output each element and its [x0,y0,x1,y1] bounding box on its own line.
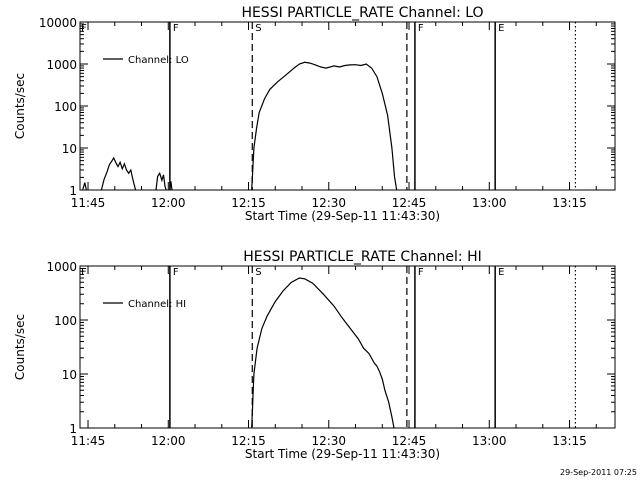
series-line [169,181,173,191]
y-tick-label: 10 [62,142,77,156]
x-tick-label: 11:45 [71,196,106,210]
plot-frame [79,21,616,191]
x-tick-label: 13:00 [472,196,507,210]
y-tick-label: 10000 [39,16,77,30]
event-marker-label: F [173,23,179,34]
legend-entry: Channel: LO [128,55,189,66]
event-marker-label: S [255,23,261,34]
event-marker-label: S [255,267,261,278]
y-tick-label: 1000 [46,260,77,274]
y-axis-label: Counts/sec [13,73,27,139]
x-tick-label: 11:45 [71,434,106,448]
x-tick-label: 13:00 [472,434,507,448]
x-tick-label: 12:45 [392,434,427,448]
footer-timestamp: 29-Sep-2011 07:25 [560,468,637,477]
y-tick-label: 1 [69,184,77,198]
x-tick-label: 13:15 [552,196,587,210]
series-line [251,61,398,191]
series-line [251,277,395,429]
event-marker-label: F [81,23,87,34]
y-tick-label: 100 [54,314,77,328]
legend-entry: Channel: HI [128,299,186,310]
series-line [100,156,137,191]
event-marker-label: E [498,23,504,34]
x-tick-label: 12:30 [311,196,346,210]
y-tick-label: 10 [62,368,77,382]
y-tick-label: 100 [54,100,77,114]
chart-panel-1: HESSI PARTICLE_RATE Channel: HI 11:45 12:0… [13,249,616,461]
x-tick-label: 12:15 [231,196,266,210]
event-marker-label: F [418,267,424,278]
chart-title: HESSI PARTICLE_RATE Channel: LO [241,5,483,21]
chart-panel-0: HESSI PARTICLE_RATE Channel: LO 11:45 12:0… [13,5,616,223]
event-marker-label: F [81,267,87,278]
y-tick-label: 1000 [46,58,77,72]
x-axis-label: Start Time (29-Sep-11 11:43:30) [245,209,440,223]
x-tick-label: 12:30 [311,434,346,448]
x-axis-label: Start Time (29-Sep-11 11:43:30) [245,447,440,461]
y-axis-label: Counts/sec [13,314,27,380]
x-tick-label: 12:00 [151,196,186,210]
chart-title: HESSI PARTICLE_RATE Channel: HI [243,249,481,265]
event-marker-label: F [418,23,424,34]
x-tick-label: 12:15 [231,434,266,448]
y-tick-label: 1 [69,422,77,436]
series-line [82,182,87,191]
x-tick-label: 12:45 [392,196,427,210]
series-line [155,171,167,191]
plot-frame [79,265,616,429]
x-tick-label: 12:00 [151,434,186,448]
event-marker-label: F [173,267,179,278]
x-tick-label: 13:15 [552,434,587,448]
event-marker-label: E [498,267,504,278]
